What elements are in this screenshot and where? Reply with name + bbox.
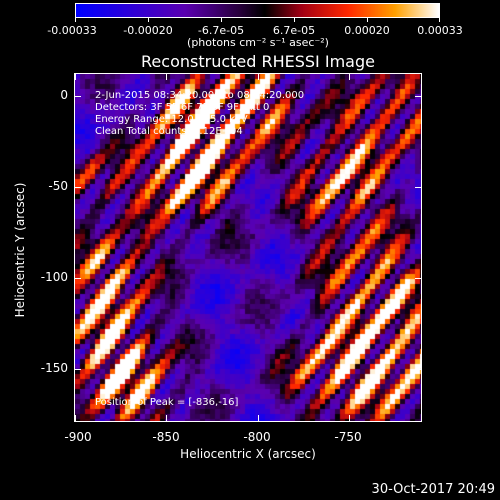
colorbar-label: -6.7e-05 xyxy=(197,24,245,37)
x-tick-label: -750 xyxy=(334,430,362,444)
y-axis-title: Heliocentric Y (arcsec) xyxy=(13,182,27,318)
image-title: Reconstructed RHESSI Image xyxy=(141,52,375,71)
timestamp-footer: 30-Oct-2017 20:49 xyxy=(371,482,495,497)
x-tick-label: -800 xyxy=(243,430,271,444)
peak-position-text: Position of Peak = [-836,-16] xyxy=(95,397,239,408)
x-tick-label: -850 xyxy=(152,430,180,444)
colorbar-ticks: -0.00033 -0.00020 -6.7e-05 6.7e-05 0.000… xyxy=(47,3,463,43)
time-range-text: 2-Jun-2015 08:34:20.000 to 08:44:20.000 xyxy=(95,90,305,101)
x-axis-title: Heliocentric X (arcsec) xyxy=(180,447,316,461)
y-tick-label: 0 xyxy=(60,88,68,102)
colorbar-label: 0.00020 xyxy=(344,24,390,37)
x-tick-label: -900 xyxy=(64,430,92,444)
colorbar-label: -0.00020 xyxy=(123,24,173,37)
colorbar-label: 6.7e-05 xyxy=(272,24,316,37)
colorbar-label: -0.00033 xyxy=(47,24,97,37)
image-plot: 2-Jun-2015 08:34:20.000 to 08:44:20.000 … xyxy=(74,73,422,422)
colorbar-units: (photons cm⁻² s⁻¹ asec⁻²) xyxy=(187,36,329,49)
heatmap-image xyxy=(75,74,421,421)
y-tick-label: -50 xyxy=(48,179,68,193)
y-tick-label: -100 xyxy=(40,270,68,284)
clean-counts-text: Clean Total counts: 2.12E+04 xyxy=(95,126,243,137)
energy-range-text: Energy Range: 12.0 - 25.0 keV xyxy=(95,114,248,125)
y-tick-label: -150 xyxy=(40,361,68,375)
detectors-text: Detectors: 3F 5F 6F 7F 8F 9F, Att 0 xyxy=(95,102,270,113)
colorbar xyxy=(75,3,440,18)
colorbar-label: 0.00033 xyxy=(417,24,463,37)
